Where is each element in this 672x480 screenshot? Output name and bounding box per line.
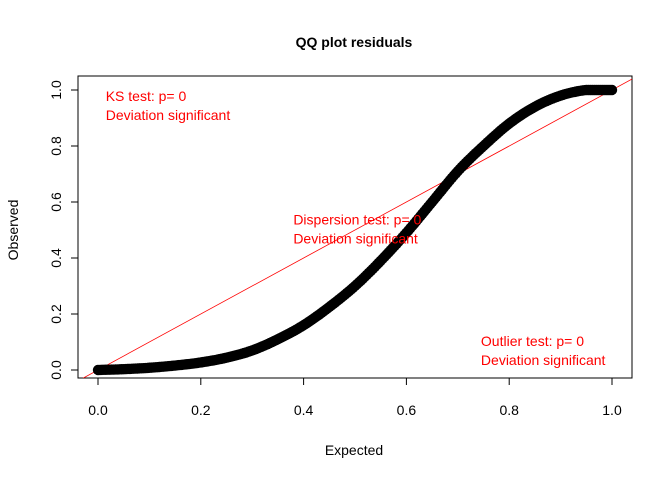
x-tick-label: 0.2	[191, 402, 211, 418]
qq-points	[92, 84, 618, 376]
qq-point	[606, 84, 618, 96]
x-tick-label: 0.0	[88, 402, 108, 418]
chart-title: QQ plot residuals	[296, 34, 413, 50]
x-axis: 0.0 0.2 0.4 0.6 0.8 1.0	[88, 377, 622, 418]
outlier-annotation-line: Outlier test: p= 0	[481, 333, 584, 349]
test-annotations: KS test: p= 0 Deviation significant Disper…	[106, 88, 606, 368]
reference-line	[82, 78, 632, 378]
y-tick-label: 1.0	[48, 80, 64, 100]
x-tick-label: 0.4	[294, 402, 314, 418]
y-tick-label: 0.6	[48, 192, 64, 212]
reference-line-group	[82, 78, 632, 378]
y-tick-label: 0.2	[48, 304, 64, 324]
y-axis: 0.0 0.2 0.4 0.6 0.8 1.0	[48, 80, 79, 380]
x-tick-label: 1.0	[602, 402, 622, 418]
y-axis-label: Observed	[5, 200, 21, 261]
outlier-annotation-line: Deviation significant	[481, 352, 606, 368]
y-tick-label: 0.4	[48, 248, 64, 268]
ks-annotation-line: Deviation significant	[106, 107, 231, 123]
x-tick-label: 0.6	[397, 402, 417, 418]
dispersion-annotation-line: Deviation significant	[293, 230, 418, 246]
ks-annotation-line: KS test: p= 0	[106, 88, 187, 104]
y-tick-label: 0.0	[48, 360, 64, 380]
dispersion-annotation-line: Dispersion test: p= 0	[293, 211, 421, 227]
y-tick-label: 0.8	[48, 136, 64, 156]
x-axis-label: Expected	[325, 442, 383, 458]
x-tick-label: 0.8	[499, 402, 519, 418]
